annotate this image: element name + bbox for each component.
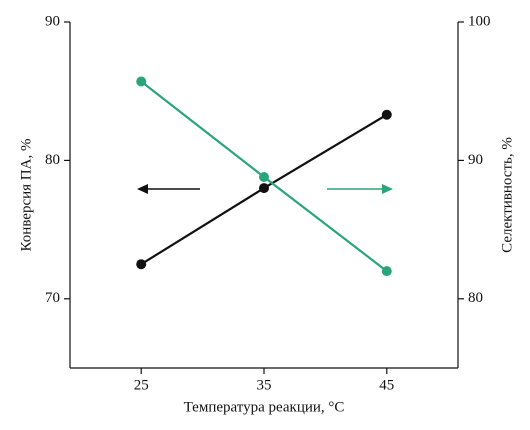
- point: [136, 76, 147, 87]
- y2-tick-label: 90: [468, 152, 483, 168]
- point: [259, 183, 269, 194]
- y-tick-label: 90: [45, 13, 60, 29]
- x-tick-label: 25: [134, 377, 149, 393]
- y2-axis-label: Селективность, %: [499, 137, 515, 253]
- x-tick-label: 45: [379, 377, 394, 393]
- x-axis-label: Температура реакции, °C: [184, 399, 345, 415]
- x-tick-label: 35: [257, 377, 272, 393]
- point: [381, 109, 392, 120]
- y-tick-label: 80: [45, 152, 60, 168]
- direction-arrows: [137, 184, 393, 194]
- point: [381, 266, 392, 277]
- point: [136, 259, 147, 270]
- y2-tick-label: 100: [468, 13, 491, 29]
- y-tick-label: 70: [45, 290, 60, 306]
- y-axis-label: Конверсия ПА, %: [18, 139, 34, 252]
- y2-tick-label: 80: [468, 290, 483, 306]
- point: [259, 172, 269, 183]
